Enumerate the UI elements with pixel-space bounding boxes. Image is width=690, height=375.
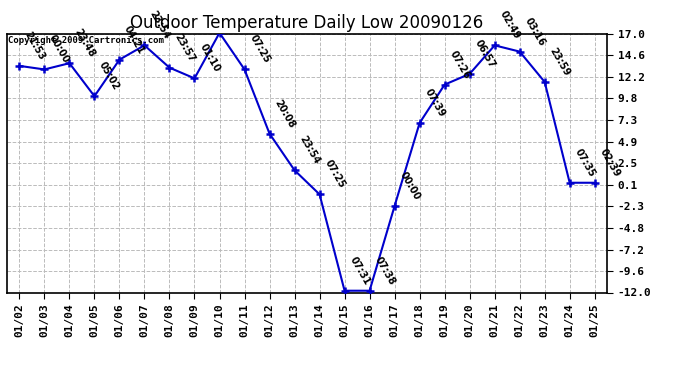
Text: 00:00: 00:00	[397, 170, 422, 202]
Text: 01:10: 01:10	[197, 42, 221, 74]
Text: 23:57: 23:57	[0, 374, 1, 375]
Text: 07:31: 07:31	[347, 255, 371, 286]
Text: 00:00: 00:00	[47, 33, 71, 65]
Text: 23:54: 23:54	[297, 134, 322, 166]
Text: 07:39: 07:39	[422, 87, 446, 119]
Text: 07:35: 07:35	[573, 147, 597, 178]
Text: 02:49: 02:49	[497, 9, 522, 41]
Text: 04:21: 04:21	[122, 24, 146, 56]
Text: 07:38: 07:38	[373, 255, 397, 286]
Text: 02:39: 02:39	[598, 147, 622, 178]
Text: 07:25: 07:25	[322, 158, 346, 190]
Text: 20:08: 20:08	[273, 98, 297, 129]
Text: 21:53: 21:53	[22, 30, 46, 62]
Text: 23:48: 23:48	[72, 27, 97, 59]
Text: 23:54: 23:54	[147, 9, 171, 41]
Title: Outdoor Temperature Daily Low 20090126: Outdoor Temperature Daily Low 20090126	[130, 14, 484, 32]
Text: 03:16: 03:16	[522, 16, 546, 47]
Text: 05:02: 05:02	[97, 60, 121, 92]
Text: Copyright 2009 Cartronics.com: Copyright 2009 Cartronics.com	[8, 36, 164, 45]
Text: 23:59: 23:59	[547, 46, 571, 78]
Text: 06:57: 06:57	[473, 38, 497, 70]
Text: 23:57: 23:57	[172, 32, 197, 63]
Text: 07:25: 07:25	[247, 33, 271, 65]
Text: 07:26: 07:26	[447, 49, 471, 81]
